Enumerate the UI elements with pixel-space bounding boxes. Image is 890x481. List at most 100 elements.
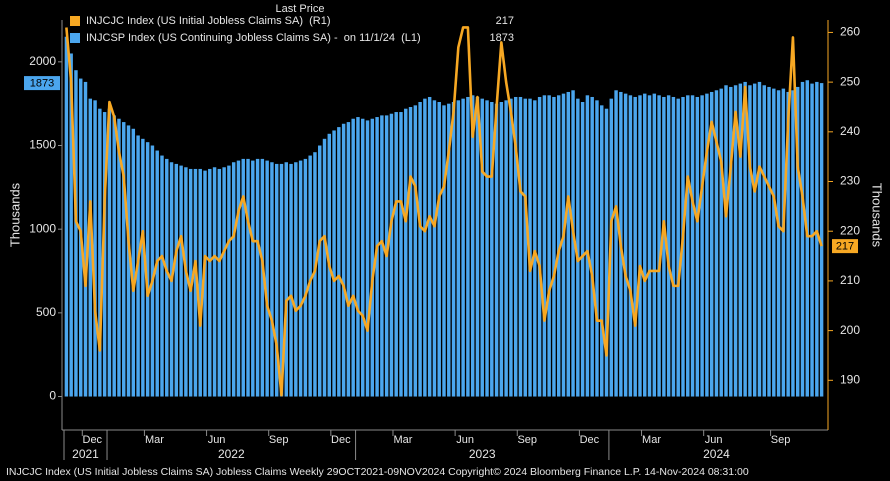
- bar: [294, 162, 298, 397]
- bar: [174, 163, 179, 397]
- y-tick-label: 2000: [29, 54, 56, 68]
- x-tick-label: Sep: [269, 434, 289, 446]
- footer: INJCJC Index (US Initial Jobless Claims …: [6, 466, 749, 478]
- bar: [795, 86, 800, 397]
- bar: [518, 96, 523, 397]
- y2-tick-label: 250: [840, 74, 860, 88]
- bar: [485, 100, 489, 397]
- bar: [643, 93, 647, 397]
- bar: [513, 96, 518, 397]
- bar: [729, 86, 733, 397]
- bar: [227, 165, 231, 397]
- bar: [260, 158, 265, 397]
- bar: [370, 118, 375, 397]
- bar: [308, 155, 312, 397]
- bar: [566, 91, 570, 397]
- bar: [724, 85, 728, 397]
- bar: [767, 86, 771, 397]
- bar: [64, 36, 69, 397]
- legend-last-value: 1873: [490, 32, 514, 44]
- bar: [83, 81, 88, 397]
- bar: [776, 90, 781, 397]
- y-axis-label: Thousands: [7, 182, 22, 247]
- y2-axis-label: Thousands: [870, 183, 885, 248]
- bar: [494, 103, 499, 397]
- year-label: 2021: [72, 447, 99, 461]
- y2-last-value: 217: [836, 241, 854, 253]
- bar: [709, 91, 714, 397]
- bar: [145, 142, 150, 397]
- bar: [160, 155, 164, 397]
- year-label: 2024: [703, 447, 730, 461]
- line: [65, 26, 823, 397]
- bar: [193, 168, 198, 397]
- bar: [719, 88, 723, 397]
- bar: [141, 138, 145, 397]
- bar: [752, 83, 757, 397]
- bar: [633, 96, 637, 397]
- bar: [361, 118, 365, 397]
- y-tick-label: 1000: [29, 221, 56, 235]
- y2-tick-label: 210: [840, 273, 860, 287]
- bar: [552, 96, 556, 397]
- bar: [126, 125, 131, 397]
- y-tick-label: 0: [49, 389, 56, 403]
- bar: [772, 88, 776, 397]
- bar: [451, 102, 456, 397]
- y2-tick-label: 260: [840, 25, 860, 39]
- bar: [475, 96, 480, 397]
- y2-tick-label: 240: [840, 124, 860, 138]
- bar: [203, 170, 207, 397]
- x-tick-label: Mar: [394, 434, 413, 446]
- bar: [365, 120, 370, 397]
- bar: [805, 80, 809, 397]
- bar: [585, 95, 590, 397]
- bar: [638, 95, 642, 397]
- bar: [456, 100, 461, 397]
- bar: [394, 112, 398, 397]
- bar: [695, 96, 700, 397]
- legend-label: INJCSP Index (US Continuing Jobless Clai…: [86, 32, 421, 44]
- bar: [313, 152, 317, 397]
- y-last-value-badge: [24, 76, 60, 91]
- x-tick-label: Dec: [83, 434, 103, 446]
- bar: [490, 102, 494, 397]
- bar: [537, 96, 542, 397]
- bar: [547, 95, 551, 397]
- bar: [528, 98, 532, 397]
- bar: [810, 83, 814, 397]
- bar: [576, 98, 580, 397]
- plot-area: [64, 26, 824, 397]
- bar: [781, 88, 786, 397]
- bar: [470, 95, 475, 397]
- bar: [179, 165, 183, 397]
- bar: [499, 102, 504, 397]
- y2-tick-label: 190: [840, 372, 860, 386]
- bar: [341, 123, 346, 397]
- x-tick-label: Mar: [145, 434, 164, 446]
- bar: [671, 96, 676, 397]
- bar: [155, 150, 159, 397]
- bar: [150, 145, 155, 397]
- bar: [595, 100, 599, 397]
- bar: [743, 81, 747, 397]
- bar: [322, 138, 327, 397]
- bar: [800, 81, 805, 397]
- x-tick-label: Sep: [771, 434, 791, 446]
- y2-tick-label: 220: [840, 223, 860, 237]
- bar: [375, 117, 379, 397]
- bar: [523, 98, 527, 397]
- bar: [112, 115, 116, 397]
- bar: [461, 98, 465, 397]
- bar: [571, 90, 575, 397]
- bar: [652, 93, 657, 397]
- bar: [93, 100, 97, 397]
- bar: [208, 168, 212, 397]
- bar: [399, 112, 403, 397]
- bar: [705, 93, 709, 397]
- bar: [74, 70, 78, 397]
- bar: [117, 118, 121, 397]
- bar: [102, 112, 107, 397]
- bar: [748, 85, 752, 397]
